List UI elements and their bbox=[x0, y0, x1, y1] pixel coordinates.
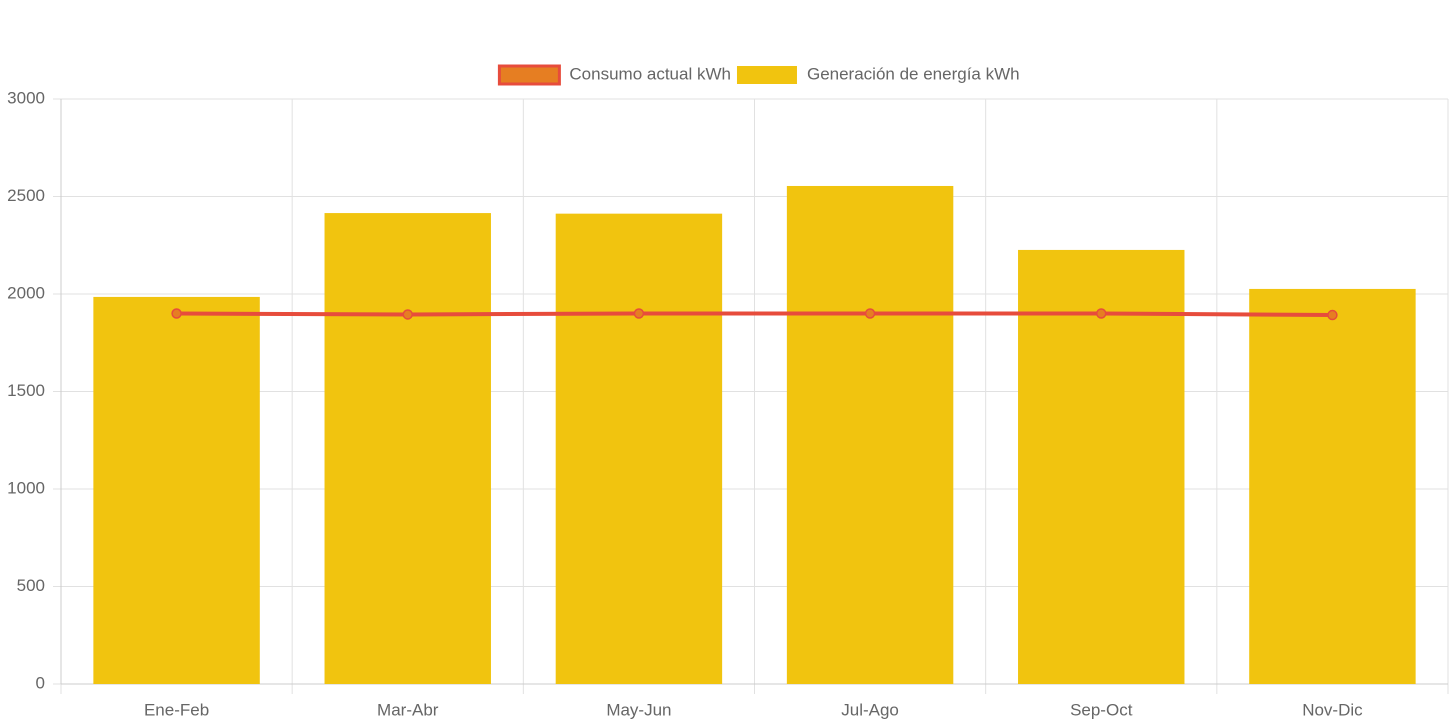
legend-label: Consumo actual kWh bbox=[569, 64, 731, 83]
point bbox=[633, 308, 645, 319]
x-tick-label: May-Jun bbox=[606, 700, 671, 719]
y-tick-label: 500 bbox=[17, 576, 45, 595]
x-tick-label: Jul-Ago bbox=[841, 700, 899, 719]
x-tick-label: Nov-Dic bbox=[1302, 700, 1363, 719]
x-tick-label: Ene-Feb bbox=[144, 700, 209, 719]
x-tick-label: Mar-Abr bbox=[377, 700, 439, 719]
line bbox=[176, 311, 1333, 318]
point bbox=[1096, 308, 1107, 319]
y-tick-label: 1000 bbox=[7, 478, 45, 497]
legend-swatch bbox=[497, 64, 561, 86]
legend-label: Generación de energía kWh bbox=[807, 64, 1020, 83]
bar bbox=[93, 296, 260, 684]
y-tick-label: 2000 bbox=[7, 283, 45, 302]
x-tick-label: Sep-Oct bbox=[1070, 700, 1133, 719]
bar bbox=[786, 185, 954, 684]
point bbox=[864, 308, 876, 319]
y-tick-label: 3000 bbox=[7, 88, 45, 107]
point bbox=[171, 308, 182, 319]
bar bbox=[324, 213, 491, 684]
legend-swatch bbox=[736, 66, 797, 84]
y-tick-label: 0 bbox=[36, 673, 45, 692]
y-tick-label: 2500 bbox=[7, 186, 45, 205]
bar bbox=[1018, 249, 1185, 684]
bar bbox=[555, 213, 723, 684]
bar bbox=[1249, 288, 1416, 684]
point bbox=[1327, 309, 1338, 321]
y-tick-label: 1500 bbox=[7, 381, 45, 400]
point bbox=[402, 309, 413, 320]
